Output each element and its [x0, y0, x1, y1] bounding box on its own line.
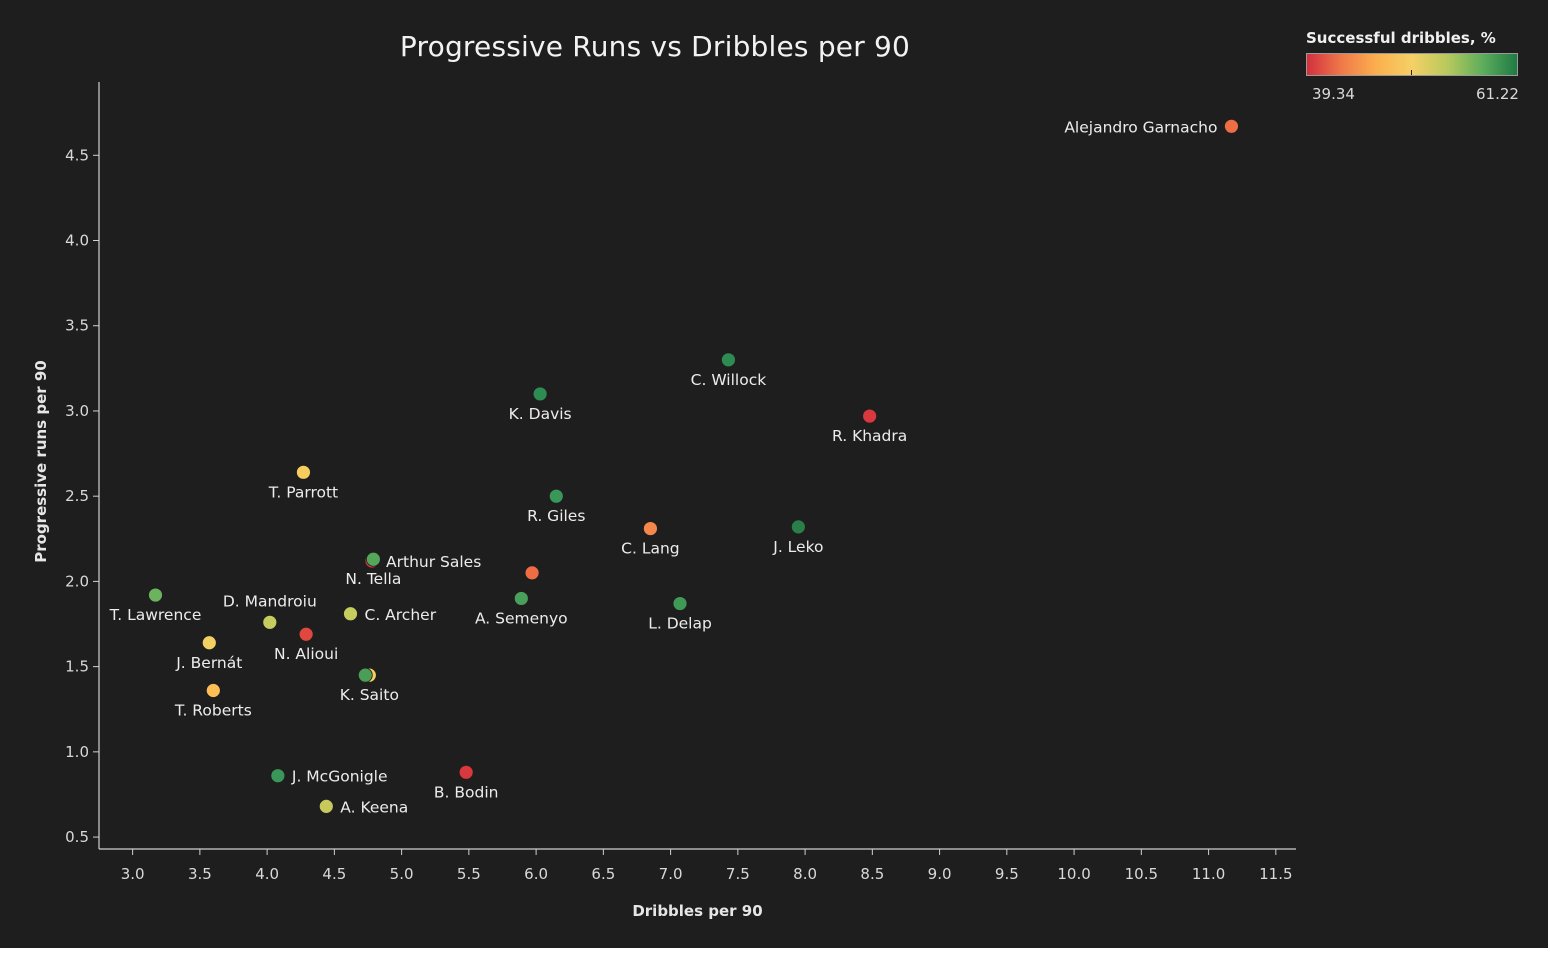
y-tick-label: 4.5 [65, 146, 89, 164]
point-label: B. Bodin [434, 783, 499, 801]
point-label: R. Giles [527, 507, 585, 525]
data-points [148, 118, 1239, 814]
point-label: R. Khadra [832, 427, 907, 445]
data-point [862, 408, 878, 424]
x-tick-label: 8.0 [793, 865, 817, 883]
point-label: T. Parrott [268, 483, 338, 501]
point-label: Alejandro Garnacho [1064, 118, 1217, 136]
data-point [205, 683, 221, 698]
y-tick-label: 3.0 [65, 402, 89, 420]
y-tick-label: 1.5 [65, 658, 89, 676]
point-label: T. Roberts [174, 701, 252, 719]
data-point [357, 667, 373, 683]
data-point [672, 596, 688, 611]
point-label: J. Leko [772, 538, 823, 556]
legend-gradient-bar [1306, 53, 1518, 76]
data-point [532, 386, 548, 402]
data-point [790, 519, 806, 535]
point-label: A. Semenyo [475, 609, 568, 627]
x-tick-label: 9.0 [928, 865, 952, 883]
point-label: Arthur Sales [386, 553, 481, 571]
data-point [548, 488, 564, 504]
legend-title: Successful dribbles, % [1306, 29, 1496, 47]
data-point [148, 587, 163, 603]
point-label: D. Mandroiu [223, 592, 317, 610]
y-axis-title: Progressive runs per 90 [32, 360, 50, 563]
x-axis-title: Dribbles per 90 [632, 902, 762, 920]
x-tick-label: 10.0 [1057, 865, 1090, 883]
y-tick-label: 0.5 [65, 828, 89, 846]
data-point [201, 635, 217, 651]
x-tick-label: 4.5 [322, 865, 346, 883]
x-tick-label: 9.5 [995, 865, 1019, 883]
data-point [270, 768, 286, 784]
x-tick-label: 5.0 [390, 865, 414, 883]
point-label: N. Alioui [274, 645, 338, 663]
data-point [296, 464, 311, 480]
point-label: L. Delap [648, 615, 712, 633]
point-labels: Alejandro Garnacho C. Willock K. Davis R. K… [109, 118, 1218, 816]
x-tick-label: 3.5 [188, 865, 212, 883]
y-tick-label: 2.5 [65, 487, 89, 505]
x-tick-label: 8.5 [860, 865, 884, 883]
y-tick-label: 1.0 [65, 743, 89, 761]
data-point [318, 798, 334, 814]
x-tick-label: 4.0 [255, 865, 279, 883]
x-tick-label: 7.0 [659, 865, 683, 883]
chart-title: Progressive Runs vs Dribbles per 90 [399, 30, 911, 63]
data-point [298, 626, 314, 642]
data-point [343, 606, 358, 622]
axes: 3.0 3.5 4.0 4.5 5.0 5.5 6.0 6.5 7.0 7.5 8.0 8.5 9.0 9… [32, 82, 1296, 920]
x-tick-label: 11.5 [1259, 865, 1292, 883]
point-label: C. Willock [691, 371, 767, 389]
point-label: K. Saito [340, 686, 399, 704]
point-label: J. McGonigle [291, 768, 388, 786]
point-label: N. Tella [345, 570, 401, 588]
point-label: T. Lawrence [109, 606, 202, 624]
data-point [365, 551, 381, 567]
data-point [643, 521, 658, 536]
x-tick-label: 10.5 [1125, 865, 1158, 883]
point-label: C. Archer [365, 606, 437, 624]
x-tick-label: 6.5 [591, 865, 615, 883]
y-tick-label: 4.0 [65, 232, 89, 250]
legend-max-label: 61.22 [1476, 85, 1519, 103]
y-tick-label: 2.0 [65, 572, 89, 590]
point-label: A. Keena [340, 798, 408, 816]
data-point [524, 565, 540, 581]
y-tick-label: 3.5 [65, 317, 89, 335]
x-tick-label: 7.5 [726, 865, 750, 883]
x-tick-label: 6.0 [524, 865, 548, 883]
x-tick-label: 3.0 [121, 865, 145, 883]
legend-min-label: 39.34 [1312, 85, 1355, 103]
point-label: K. Davis [509, 405, 572, 423]
point-label: J. Bernát [175, 654, 242, 672]
point-label: C. Lang [621, 540, 679, 558]
data-point [262, 614, 278, 630]
x-tick-label: 11.0 [1192, 865, 1225, 883]
color-legend: Successful dribbles, % 39.34 61.22 [1306, 29, 1530, 103]
data-point [458, 764, 474, 780]
data-point [1224, 118, 1239, 134]
data-point [513, 591, 529, 606]
data-point [721, 352, 736, 368]
x-tick-label: 5.5 [457, 865, 481, 883]
legend-midpoint-marker [1411, 70, 1412, 75]
